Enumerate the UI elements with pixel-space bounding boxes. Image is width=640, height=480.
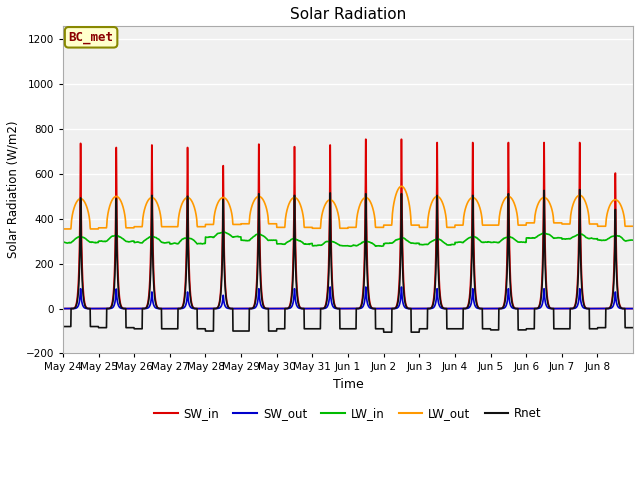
Rnet [116, 300, 124, 306]
Rnet [552, 326, 560, 332]
Rnet [383, 329, 390, 335]
LW_in [552, 235, 560, 241]
Legend: SW_in, SW_out, LW_in, LW_out, Rnet: SW_in, SW_out, LW_in, LW_out, Rnet [149, 402, 547, 424]
SW_out [520, 306, 528, 312]
SW_out [621, 306, 629, 312]
Rnet [59, 324, 67, 329]
LW_in [239, 237, 247, 243]
SW_out [629, 306, 637, 312]
LW_in [116, 234, 124, 240]
LW_out [629, 223, 637, 229]
LW_out [239, 221, 247, 227]
Line: LW_out: LW_out [63, 186, 633, 229]
SW_out [116, 305, 124, 311]
SW_in [362, 136, 369, 142]
LW_out [621, 223, 629, 229]
Title: Solar Radiation: Solar Radiation [290, 7, 406, 22]
SW_out [59, 306, 67, 312]
Rnet [520, 327, 528, 333]
Y-axis label: Solar Radiation (W/m2): Solar Radiation (W/m2) [7, 121, 20, 258]
SW_in [116, 297, 124, 303]
SW_out [239, 306, 247, 312]
LW_in [621, 238, 629, 244]
LW_in [629, 237, 637, 243]
SW_out [383, 306, 390, 312]
SW_in [59, 306, 67, 312]
LW_out [59, 226, 67, 232]
SW_out [552, 306, 560, 312]
SW_in [621, 306, 629, 312]
Line: SW_in: SW_in [63, 139, 633, 309]
Line: SW_out: SW_out [63, 287, 633, 309]
Rnet [576, 187, 584, 192]
LW_in [383, 240, 390, 246]
LW_out [116, 196, 124, 202]
Rnet [239, 328, 247, 334]
LW_in [220, 229, 227, 235]
LW_out [397, 183, 405, 189]
LW_in [347, 243, 355, 249]
SW_out [326, 284, 334, 290]
LW_out [552, 220, 560, 226]
LW_in [520, 239, 528, 245]
Rnet [380, 329, 388, 335]
X-axis label: Time: Time [333, 378, 364, 391]
LW_out [520, 222, 528, 228]
Rnet [621, 325, 629, 331]
Line: LW_in: LW_in [63, 232, 633, 246]
Text: BC_met: BC_met [68, 31, 114, 44]
SW_in [552, 306, 560, 312]
LW_out [382, 222, 390, 228]
LW_in [59, 239, 67, 245]
SW_in [520, 306, 528, 312]
SW_in [629, 306, 637, 312]
Rnet [629, 325, 637, 331]
Line: Rnet: Rnet [63, 190, 633, 332]
SW_in [239, 306, 247, 312]
SW_in [383, 306, 390, 312]
